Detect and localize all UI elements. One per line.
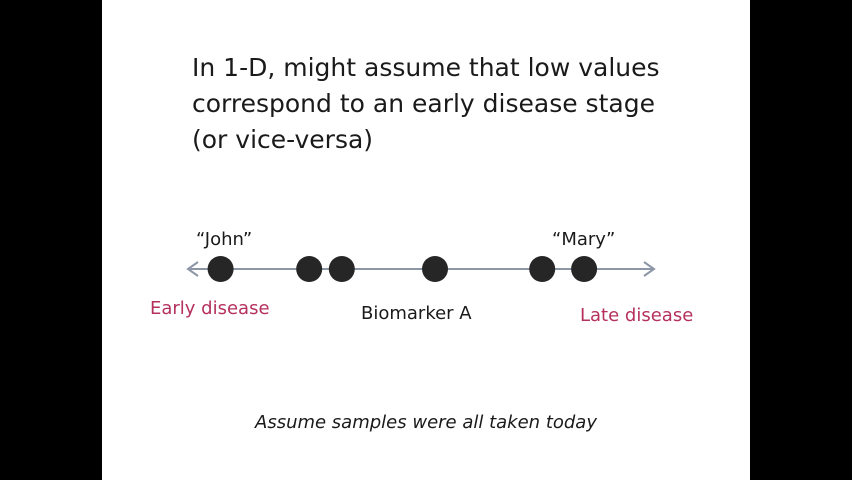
sample-dot-4 [422,256,448,282]
heading-line-2: correspond to an early disease stage [192,89,655,118]
sample-dot-1 [207,256,234,282]
biomarker-label: Biomarker A [361,303,472,324]
sample-dot-6 [571,256,598,282]
footnote: Assume samples were all taken today [255,412,597,433]
early-disease-label: Early disease [150,298,270,319]
sample-dots [207,256,598,282]
john-label: “John” [196,229,253,250]
mary-label: “Mary” [552,229,616,250]
slide: In 1-D, might assume that low values cor… [102,0,750,480]
sample-dot-5 [529,256,556,282]
sample-dot-3 [328,256,355,282]
heading-line-3: (or vice-versa) [192,125,374,154]
arrow-right-icon [643,261,656,277]
late-disease-label: Late disease [580,305,694,326]
heading-line-1: In 1-D, might assume that low values [192,53,660,82]
biomarker-axis [186,256,656,282]
slide-heading: In 1-D, might assume that low values cor… [192,50,732,158]
arrow-left-icon [186,261,199,277]
sample-dot-2 [296,256,323,282]
